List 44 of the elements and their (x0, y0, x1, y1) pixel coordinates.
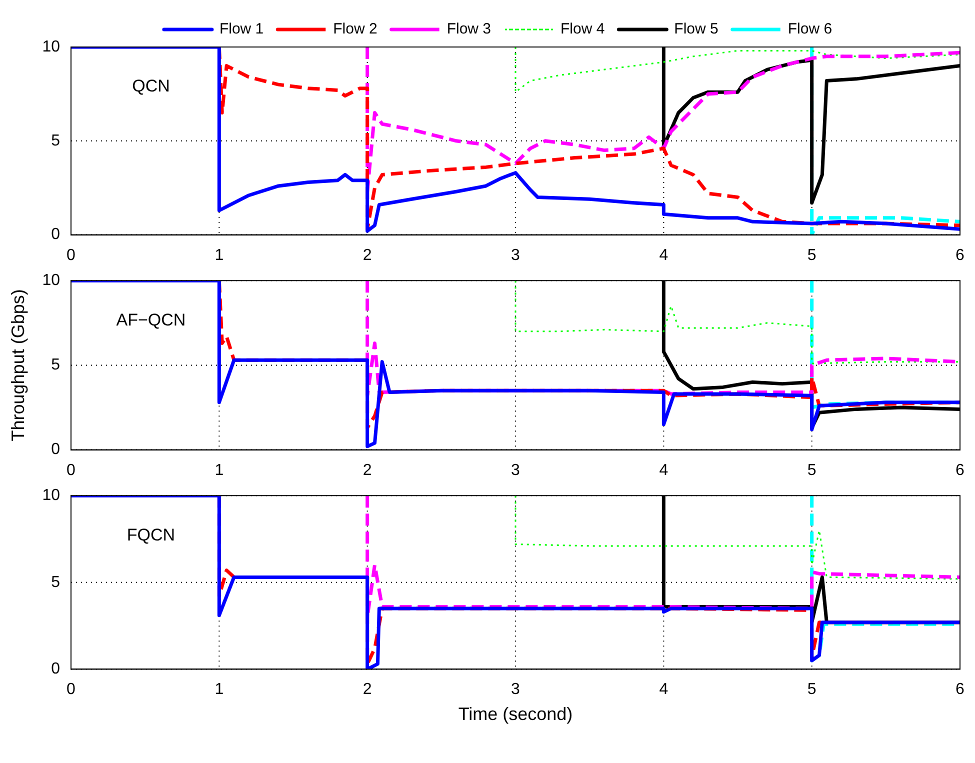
x-tick-label: 3 (511, 462, 520, 479)
y-tick-label: 5 (51, 356, 60, 374)
x-tick-label: 5 (807, 246, 816, 264)
x-tick-label: 5 (807, 462, 816, 479)
y-tick-label: 0 (51, 226, 60, 244)
x-tick-label: 1 (214, 462, 224, 479)
line-series (514, 47, 960, 93)
y-tick-label: 5 (51, 574, 60, 591)
x-tick-label: 2 (362, 681, 372, 698)
x-tick-label: 3 (511, 681, 520, 698)
x-tick-label: 2 (362, 462, 372, 479)
y-tick-label: 5 (51, 132, 60, 150)
x-tick-label: 5 (807, 681, 816, 698)
x-tick-label: 0 (66, 681, 76, 698)
x-tick-label: 6 (956, 462, 965, 479)
x-tick-label: 2 (362, 246, 372, 264)
x-tick-label: 0 (66, 462, 76, 479)
legend-label: Flow 2 (333, 20, 378, 38)
y-tick-label: 10 (42, 38, 60, 56)
legend-label: Flow 3 (446, 20, 492, 38)
x-tick-label: 6 (956, 681, 965, 698)
x-tick-label: 4 (659, 462, 668, 479)
annotation: FQCN (126, 525, 176, 544)
x-tick-label: 0 (66, 246, 76, 264)
legend-label: Flow 6 (788, 20, 832, 38)
x-tick-label: 3 (511, 246, 520, 264)
legend-label: Flow 4 (560, 20, 605, 38)
x-tick-label: 4 (659, 246, 668, 264)
annotation: QCN (132, 76, 170, 96)
y-tick-label: 10 (42, 272, 60, 290)
y-tick-label: 0 (51, 441, 60, 458)
line-series (514, 280, 960, 364)
x-axis-title: Time (second) (458, 704, 573, 724)
legend-label: Flow 1 (219, 20, 264, 38)
y-tick-label: 0 (51, 660, 60, 678)
x-tick-label: 1 (214, 246, 224, 264)
y-tick-label: 10 (42, 487, 60, 504)
legend-label: Flow 5 (674, 20, 718, 38)
x-tick-label: 1 (214, 681, 224, 698)
x-tick-label: 4 (659, 681, 668, 698)
annotation: AF−QCN (116, 310, 186, 330)
x-tick-label: 6 (956, 246, 965, 264)
y-axis-title: Throughput (Gbps) (8, 289, 28, 442)
line-series (514, 496, 960, 580)
